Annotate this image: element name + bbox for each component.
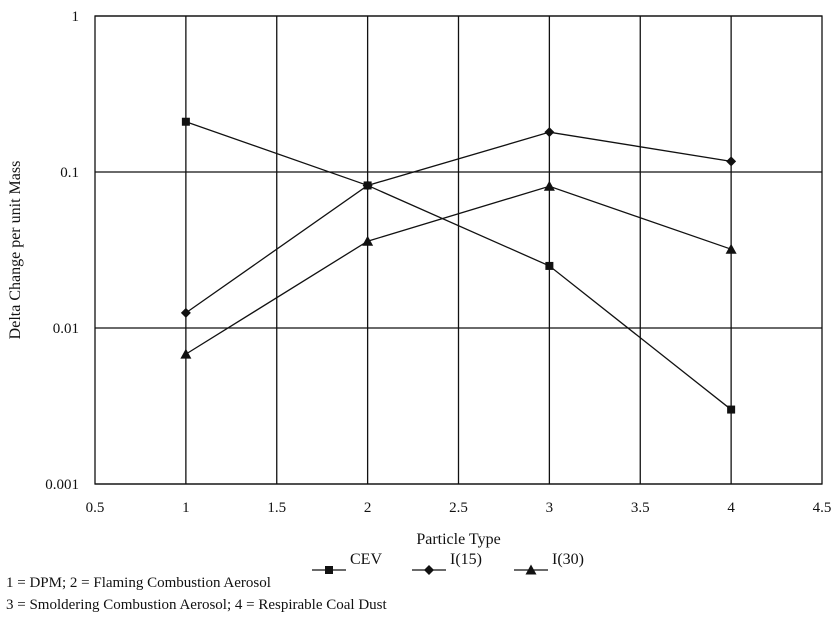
note-line-2: 3 = Smoldering Combustion Aerosol; 4 = R… — [6, 597, 387, 613]
series-line — [185, 185, 732, 355]
x-tick-label: 1 — [182, 500, 190, 516]
y-tick-label: 0.001 — [45, 477, 79, 493]
x-tick-label: 2 — [364, 500, 372, 516]
legend: CEV I(15) I(30) — [312, 551, 584, 575]
diamond-marker — [544, 127, 555, 138]
y-tick-label: 0.01 — [53, 321, 79, 337]
square-marker — [545, 261, 554, 270]
triangle-marker — [725, 243, 737, 254]
diamond-marker — [726, 156, 737, 167]
x-axis-label: Particle Type — [416, 531, 500, 548]
legend-label: CEV — [350, 551, 382, 568]
grid — [95, 15, 822, 485]
y-axis-label: Delta Change per unit Mass — [7, 161, 24, 340]
diamond-marker — [180, 307, 191, 318]
x-tick-label: 3.5 — [631, 500, 650, 516]
triangle-marker — [362, 235, 374, 246]
y-tick-label: 1 — [72, 9, 80, 25]
note-line-1: 1 = DPM; 2 = Flaming Combustion Aerosol — [6, 575, 271, 591]
x-tick-label: 4.5 — [813, 500, 832, 516]
x-tick-label: 3 — [546, 500, 554, 516]
legend-item: I(30) — [514, 551, 584, 575]
series — [180, 180, 737, 359]
tick-labels: 0.5 1 1.5 2 2.5 3 3.5 4 4.5 0.001 0.01 0.1 1 — [45, 9, 831, 516]
series — [180, 127, 737, 318]
legend-item: CEV — [312, 551, 382, 574]
diamond-marker — [424, 565, 434, 575]
series-lines — [180, 117, 737, 414]
y-tick-label: 0.1 — [60, 165, 79, 181]
square-marker — [325, 566, 333, 574]
legend-label: I(30) — [552, 551, 584, 568]
x-tick-label: 0.5 — [86, 500, 105, 516]
series-line — [185, 121, 732, 411]
square-marker — [181, 117, 190, 126]
x-tick-label: 4 — [727, 500, 735, 516]
triangle-marker — [525, 564, 537, 575]
plot-area — [94, 15, 823, 485]
series-line — [185, 131, 732, 314]
triangle-marker — [180, 348, 192, 359]
triangle-marker — [543, 180, 555, 191]
x-tick-label: 1.5 — [267, 500, 286, 516]
diamond-marker — [362, 180, 373, 191]
legend-label: I(15) — [450, 551, 482, 568]
legend-item: I(15) — [412, 551, 482, 575]
square-marker — [727, 405, 736, 414]
x-tick-label: 2.5 — [449, 500, 468, 516]
